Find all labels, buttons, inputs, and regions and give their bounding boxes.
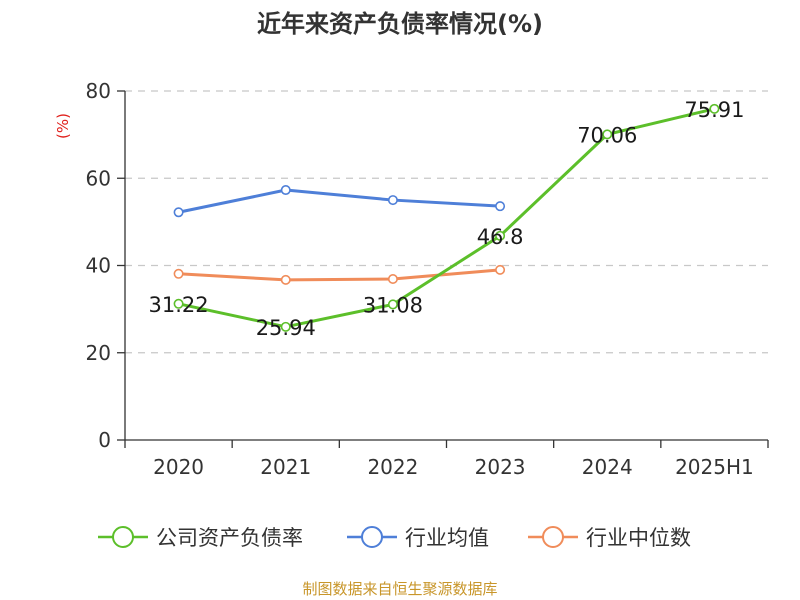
data-label-2020: 31.22 xyxy=(149,293,209,317)
y-tick-label-0: 0 xyxy=(98,428,111,452)
data-point-0-2024 xyxy=(602,129,613,140)
data-label-2022: 31.08 xyxy=(363,293,423,317)
x-tick-label-2021: 2021 xyxy=(260,455,311,479)
x-tick-label-2023: 2023 xyxy=(475,455,526,479)
x-tick-label-2025H1: 2025H1 xyxy=(675,455,754,479)
data-point-2-2021 xyxy=(280,274,291,285)
data-point-0-2022 xyxy=(387,299,398,310)
chart-title: 近年来资产负债率情况(%) xyxy=(257,10,543,38)
series-line-1 xyxy=(177,188,502,214)
data-point-1-2022 xyxy=(387,195,398,206)
data-point-1-2021 xyxy=(280,185,291,196)
data-point-2-2023 xyxy=(495,264,506,275)
data-label-2025H1: 75.91 xyxy=(684,98,744,122)
x-tick-label-2024: 2024 xyxy=(582,455,633,479)
data-point-2-2020 xyxy=(173,268,184,279)
legend-marker-0 xyxy=(112,526,134,548)
legend-label-0: 公司资产负债率 xyxy=(156,526,303,550)
x-tick-label-2020: 2020 xyxy=(153,455,204,479)
data-label-2024: 70.06 xyxy=(577,123,637,147)
legend-label-2: 行业中位数 xyxy=(586,526,691,550)
legend-marker-1 xyxy=(361,526,383,548)
grid xyxy=(125,90,768,354)
series-layer xyxy=(173,103,720,332)
data-point-0-2021 xyxy=(280,321,291,332)
data-point-0-2025H1 xyxy=(709,103,720,114)
source-note: 制图数据来自恒生聚源数据库 xyxy=(302,580,497,598)
y-tick-label-80: 80 xyxy=(86,79,111,103)
legend-marker-2 xyxy=(542,526,564,548)
data-label-2021: 25.94 xyxy=(256,316,316,340)
data-labels: 31.22 25.94 31.08 46.8 70.06 75.91 xyxy=(149,98,745,340)
series-line-2 xyxy=(177,268,502,282)
data-label-2023: 46.8 xyxy=(477,225,524,249)
axes: 0 20 40 60 80 2020 2021 2022 2023 2024 2025H1 xyxy=(86,79,769,479)
data-point-0-2020 xyxy=(173,298,184,309)
legend: 公司资产负债率 行业均值 行业中位数 xyxy=(98,526,691,550)
data-point-1-2023 xyxy=(495,201,506,212)
data-point-2-2022 xyxy=(387,274,398,285)
legend-label-1: 行业均值 xyxy=(405,526,489,550)
y-tick-label-20: 20 xyxy=(86,341,111,365)
data-point-1-2020 xyxy=(173,207,184,218)
y-tick-label-60: 60 xyxy=(86,166,111,190)
y-axis-label: (%) xyxy=(54,113,72,139)
series-line-0 xyxy=(177,107,716,329)
data-point-0-2023 xyxy=(495,230,506,241)
x-tick-label-2022: 2022 xyxy=(367,455,418,479)
y-tick-label-40: 40 xyxy=(86,254,111,278)
